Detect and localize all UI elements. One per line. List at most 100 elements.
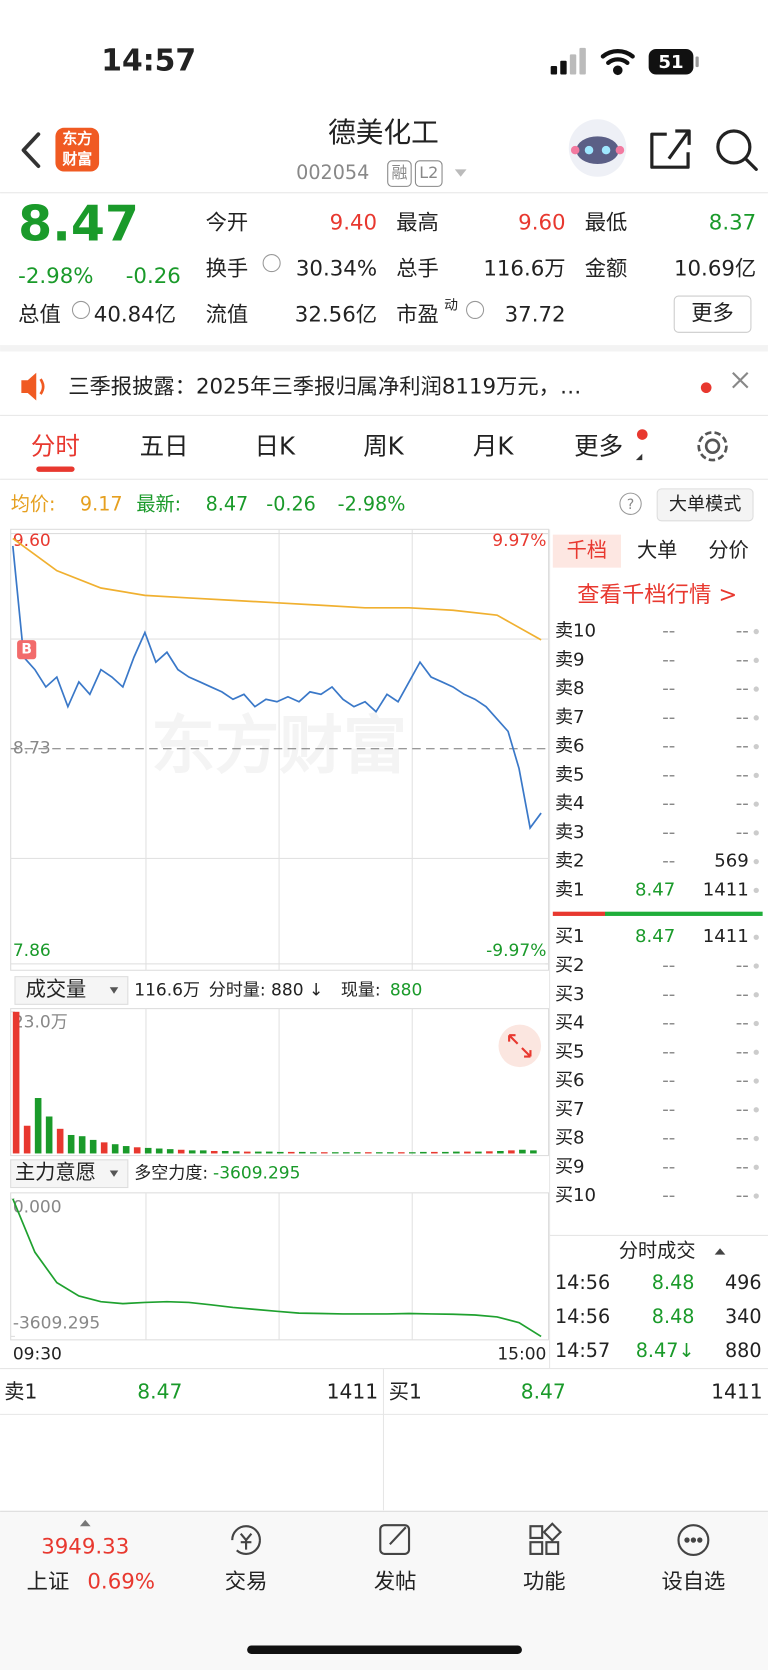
field-value: 9.40 [330,211,377,236]
main-force-chart: 0.000 -3609.295 [10,1192,550,1341]
buy-ratio-bar [604,911,763,916]
volume-bar [166,1149,174,1154]
index-arrow[interactable] [79,1519,91,1527]
bottom-nav [0,1511,768,1670]
change-percent: -2.98% [18,264,93,289]
book-price: -- [662,1070,675,1091]
info-icon[interactable] [71,300,91,319]
book-volume: -- [736,678,749,699]
series-line [12,1198,542,1338]
latest-percent: -2.98% [338,492,406,515]
more-button[interactable] [673,295,752,333]
y-tick-label: 7.86 [13,941,51,961]
close-button[interactable] [732,372,749,389]
volume-selector[interactable] [14,976,129,1005]
nav-label[interactable]: 设自选 [661,1570,725,1595]
volume-bar [144,1147,152,1154]
nav-label[interactable]: 发帖 [374,1570,417,1595]
trade-price: 8.48 [652,1305,695,1328]
book-volume: -- [736,955,749,976]
volume-bar [464,1151,471,1154]
battery-cap [695,56,699,68]
tools-icon[interactable] [529,1522,563,1555]
nav-label[interactable]: 交易 [225,1570,268,1595]
book-label: 买4 [555,1013,585,1034]
indicator-selector[interactable] [10,1159,129,1189]
volume-bar [45,1116,53,1154]
news-ticker[interactable]: 三季报披露：2025年三季报归属净利润8119万元，… [68,375,581,400]
panel-tab-active[interactable]: 千档 [567,538,607,562]
book-volume: -- [736,1070,749,1091]
price-chart: 东方财富 9.60 8.73 7.86 9.97% -9.97% [10,528,550,971]
tab[interactable]: 更多 [574,431,623,460]
expand-button[interactable] [498,1024,542,1068]
volume-bar [398,1152,405,1154]
back-button[interactable] [21,132,41,169]
indicator-value: -3609.295 [213,1164,300,1184]
post-icon[interactable] [379,1524,411,1555]
book-label: 卖10 [555,621,596,642]
panel-tab[interactable]: 分价 [708,538,748,562]
volume-bar [210,1150,218,1154]
book-price: -- [662,707,675,728]
volume-bar [89,1139,97,1154]
series-line [11,545,542,830]
index-change: 0.69% [87,1570,155,1595]
badge: L2 [419,163,438,182]
total-volume: 116.6万 [134,980,200,1000]
panel-tab[interactable]: 大单 [637,538,677,562]
field-value: 10.69亿 [674,256,756,281]
book-dot [753,858,759,865]
volume-bar [475,1151,482,1154]
book-label: 买9 [555,1156,585,1177]
book-volume: 1411 [703,879,749,900]
collapse-arrow[interactable] [714,1248,726,1255]
index-value[interactable]: 3949.33 [41,1535,129,1560]
trade-volume: 496 [725,1271,762,1294]
tab-active[interactable]: 分时 [31,431,80,460]
buy-marker [17,640,37,660]
book-volume: -- [736,707,749,728]
book-price: -- [662,955,675,976]
search-button[interactable] [716,129,758,171]
tab-active-bg [552,534,621,568]
volume-bar [254,1151,262,1154]
book-label: 卖6 [555,736,585,757]
info-icon[interactable] [262,254,281,273]
help-icon[interactable] [619,492,642,515]
tab[interactable]: 月K [473,431,514,460]
big-order-button[interactable] [656,488,754,522]
section-gap [0,345,768,352]
assistant-avatar[interactable] [568,119,627,177]
volume-bar [199,1150,207,1154]
volume-bar [12,1011,20,1154]
trade-icon[interactable] [231,1525,261,1555]
tab[interactable]: 周K [363,431,404,460]
trade-list: 14:56 8.48 496 14:56 8.48 340 14:57 8.47↓ 880 [555,1271,762,1362]
best-bid-label: 买1 [389,1380,422,1404]
depth-link[interactable]: 查看千档行情 > [577,582,737,608]
info-icon[interactable] [466,300,485,319]
field-label: 换手 [206,256,249,281]
series-line [12,537,542,641]
book-price: -- [662,1013,675,1034]
volume-bar [177,1149,185,1154]
share-button[interactable] [650,129,691,169]
tab[interactable]: 五日 [140,431,189,460]
y2-tick-label: -9.97% [486,941,546,961]
x-tick-label: 15:00 [497,1345,546,1365]
book-volume: -- [736,793,749,814]
dropdown-arrow[interactable] [454,169,467,177]
settings-button[interactable] [697,431,728,462]
book-price: -- [662,621,675,642]
watchlist-icon[interactable] [677,1524,710,1557]
book-label: 卖9 [555,649,585,670]
trade-time: 14:56 [555,1271,610,1294]
book-price: -- [662,736,675,757]
nav-label[interactable]: 功能 [523,1570,566,1595]
book-price: -- [662,1185,675,1206]
book-label: 卖7 [555,707,585,728]
book-label: 买10 [555,1185,596,1206]
tab[interactable]: 日K [255,431,296,460]
